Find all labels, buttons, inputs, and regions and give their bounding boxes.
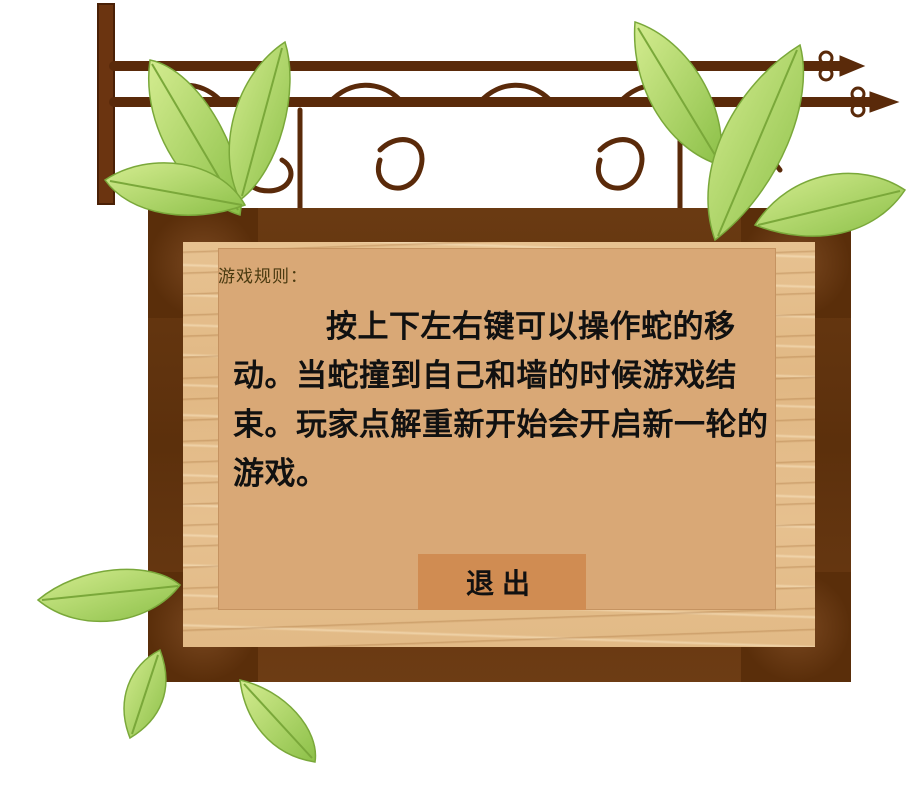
leaf-icon (239, 679, 317, 763)
leaf-icon (228, 40, 291, 202)
exit-button[interactable]: 退出 (418, 554, 586, 610)
rules-panel (218, 248, 776, 610)
leaf-icon (148, 59, 242, 216)
leaf-icon (633, 20, 723, 166)
rules-title: 游戏规则： (218, 267, 308, 287)
rules-text: 按上下左右键可以操作蛇的移动。当蛇撞到自己和墙的时候游戏结束。玩家点解重新开始会… (233, 309, 769, 492)
